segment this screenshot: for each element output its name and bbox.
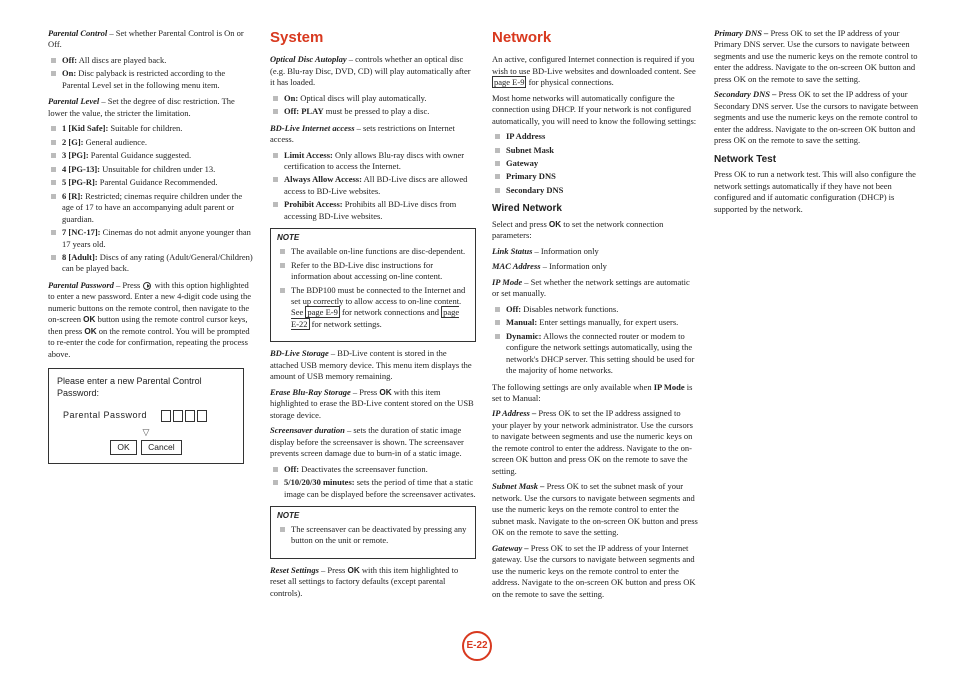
network-test-heading: Network Test	[714, 153, 920, 167]
ip-mode-list: Off: Disables network functions. Manual:…	[492, 304, 698, 377]
primary-dns-para: Primary DNS – Press OK to set the IP add…	[714, 28, 920, 85]
column-2: System Optical Disc Autoplay – controls …	[270, 28, 476, 618]
autoplay-list: On: Optical discs will play automaticall…	[270, 93, 476, 118]
password-row: Parental Password	[63, 409, 235, 421]
column-1: Parental Control – Set whether Parental …	[48, 28, 254, 618]
list-item: 4 [PG-13]: Unsuitable for children under…	[62, 164, 254, 175]
parental-control-list: Off: All discs are played back. On: Disc…	[48, 55, 254, 91]
page-columns: Parental Control – Set whether Parental …	[48, 28, 920, 618]
page-number-badge: E-22	[462, 631, 492, 661]
parental-control-lead: Parental Control – Set whether Parental …	[48, 28, 254, 51]
page-link[interactable]: page E-9	[305, 306, 339, 318]
play-icon	[143, 282, 151, 290]
column-4: Primary DNS – Press OK to set the IP add…	[714, 28, 920, 618]
cancel-button[interactable]: Cancel	[141, 440, 181, 455]
password-digit[interactable]	[173, 410, 183, 422]
gateway-para: Gateway – Press OK to set the IP address…	[492, 543, 698, 600]
link-status: Link Status – Information only	[492, 246, 698, 257]
ok-button[interactable]: OK	[110, 440, 136, 455]
list-item: The BDP100 must be connected to the Inte…	[291, 285, 469, 331]
list-item: Subnet Mask	[506, 145, 698, 156]
down-arrow-icon: ▽	[57, 426, 235, 438]
parental-control-term: Parental Control	[48, 28, 107, 38]
password-digit[interactable]	[197, 410, 207, 422]
note-box-1: NOTE The available on-line functions are…	[270, 228, 476, 342]
network-heading: Network	[492, 28, 698, 48]
list-item: Limit Access: Only allows Blu-ray discs …	[284, 150, 476, 173]
list-item: Off: Deactivates the screensaver functio…	[284, 464, 476, 475]
list-item: Always Allow Access: All BD-Live discs a…	[284, 174, 476, 197]
list-item: 1 [Kid Safe]: Suitable for children.	[62, 123, 254, 134]
list-item: Prohibit Access: Prohibits all BD-Live d…	[284, 199, 476, 222]
password-digit[interactable]	[185, 410, 195, 422]
column-3: Network An active, configured Internet c…	[492, 28, 698, 618]
wired-network-heading: Wired Network	[492, 202, 698, 216]
password-squares	[161, 410, 207, 422]
list-item: 5 [PG-R]: Parental Guidance Recommended.	[62, 177, 254, 188]
note-label: NOTE	[277, 511, 469, 522]
secondary-dns-para: Secondary DNS – Press OK to set the IP a…	[714, 89, 920, 146]
list-item: 3 [PG]: Parental Guidance suggested.	[62, 150, 254, 161]
list-item: Secondary DNS	[506, 185, 698, 196]
list-item: On: Disc palyback is restricted accordin…	[62, 68, 254, 91]
password-digit[interactable]	[161, 410, 171, 422]
ip-mode: IP Mode – Set whether the network settin…	[492, 277, 698, 300]
list-item: Primary DNS	[506, 171, 698, 182]
ip-address-para: IP Address – Press OK to set the IP addr…	[492, 408, 698, 477]
list-item: The available on-line functions are disc…	[291, 246, 469, 257]
list-item: Dynamic: Allows the connected router or …	[506, 331, 698, 377]
system-heading: System	[270, 28, 476, 48]
password-label: Parental Password	[63, 409, 147, 421]
list-item: 6 [R]: Restricted; cinemas require child…	[62, 191, 254, 225]
list-item: 7 [NC-17]: Cinemas do not admit anyone y…	[62, 227, 254, 250]
erase-para: Erase Blu-Ray Storage – Press OK with th…	[270, 387, 476, 421]
note-label: NOTE	[277, 233, 469, 244]
network-intro1: An active, configured Internet connectio…	[492, 54, 698, 88]
list-item: Gateway	[506, 158, 698, 169]
password-dialog: Please enter a new Parental Control Pass…	[48, 368, 244, 464]
page-link[interactable]: page E-9	[492, 76, 526, 88]
list-item: Manual: Enter settings manually, for exp…	[506, 317, 698, 328]
list-item: 2 [G]: General audience.	[62, 137, 254, 148]
wired-para: Select and press OK to set the network c…	[492, 219, 698, 242]
parental-password-para: Parental Password – Press with this opti…	[48, 280, 254, 360]
list-item: On: Optical discs will play automaticall…	[284, 93, 476, 104]
list-item: IP Address	[506, 131, 698, 142]
mac-address: MAC Address – Information only	[492, 261, 698, 272]
reset-para: Reset Settings – Press OK with this item…	[270, 565, 476, 599]
following-para: The following settings are only availabl…	[492, 382, 698, 405]
note-list: The available on-line functions are disc…	[277, 246, 469, 330]
bdlive-para: BD-Live Internet access – sets restricti…	[270, 123, 476, 146]
network-settings-list: IP Address Subnet Mask Gateway Primary D…	[492, 131, 698, 196]
storage-para: BD-Live Storage – BD-Live content is sto…	[270, 348, 476, 382]
list-item: Off: PLAY must be pressed to play a disc…	[284, 106, 476, 117]
autoplay-para: Optical Disc Autoplay – controls whether…	[270, 54, 476, 88]
list-item: Off: Disables network functions.	[506, 304, 698, 315]
password-dialog-title: Please enter a new Parental Control Pass…	[57, 375, 235, 399]
list-item: Refer to the BD-Live disc instructions f…	[291, 260, 469, 283]
network-test-para: Press OK to run a network test. This wil…	[714, 169, 920, 215]
list-item: 5/10/20/30 minutes: sets the period of t…	[284, 477, 476, 500]
parental-level-lead: Parental Level – Set the degree of disc …	[48, 96, 254, 119]
subnet-para: Subnet Mask – Press OK to set the subnet…	[492, 481, 698, 538]
network-intro2: Most home networks will automatically co…	[492, 93, 698, 127]
bdlive-list: Limit Access: Only allows Blu-ray discs …	[270, 150, 476, 223]
list-item: Off: All discs are played back.	[62, 55, 254, 66]
parental-level-list: 1 [Kid Safe]: Suitable for children. 2 […	[48, 123, 254, 275]
screensaver-para: Screensaver duration – sets the duration…	[270, 425, 476, 459]
screensaver-list: Off: Deactivates the screensaver functio…	[270, 464, 476, 500]
note-box-2: NOTE The screensaver can be deactivated …	[270, 506, 476, 559]
note-list: The screensaver can be deactivated by pr…	[277, 524, 469, 547]
password-buttons: OK Cancel	[57, 440, 235, 455]
list-item: The screensaver can be deactivated by pr…	[291, 524, 469, 547]
list-item: 8 [Adult]: Discs of any rating (Adult/Ge…	[62, 252, 254, 275]
